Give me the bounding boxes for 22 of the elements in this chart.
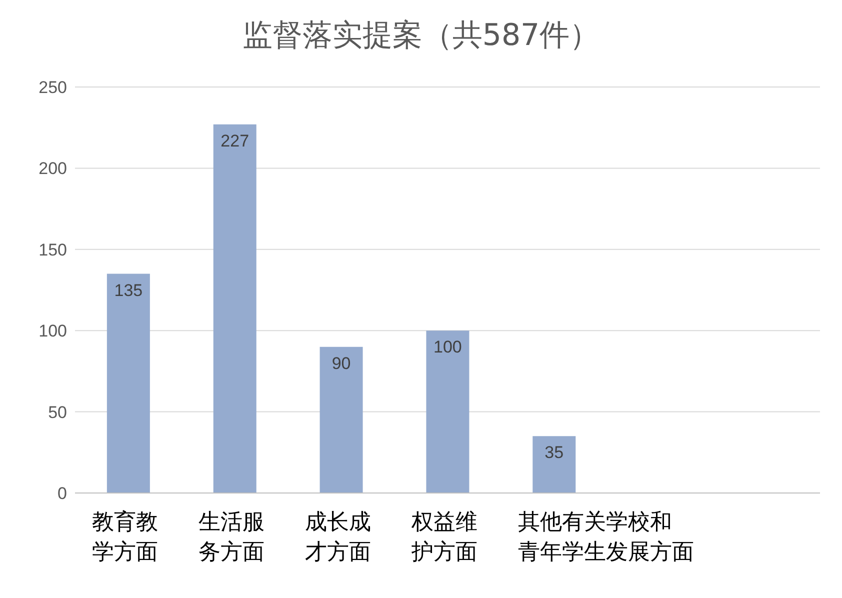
x-tick-label: 其他有关学校和青年学生发展方面 bbox=[518, 510, 694, 565]
data-label: 227 bbox=[220, 131, 250, 150]
y-tick-label: 50 bbox=[48, 402, 67, 422]
y-tick-label: 200 bbox=[38, 159, 67, 178]
data-label: 90 bbox=[332, 354, 351, 373]
chart-title: 监督落实提案（共587件） bbox=[241, 17, 601, 55]
bar bbox=[106, 274, 150, 493]
y-tick-label: 150 bbox=[38, 240, 67, 260]
bar bbox=[213, 124, 256, 493]
x-tick-label: 生活服务方面 bbox=[198, 510, 265, 565]
y-tick-label: 100 bbox=[38, 322, 67, 341]
x-tick-label: 教育教学方面 bbox=[92, 509, 158, 565]
data-label: 35 bbox=[544, 443, 564, 462]
y-tick-label: 0 bbox=[58, 484, 67, 504]
bar bbox=[320, 346, 363, 493]
x-tick-label: 权益维护方面 bbox=[410, 510, 478, 565]
bar bbox=[426, 330, 470, 493]
data-label: 135 bbox=[114, 280, 143, 300]
x-tick-label: 成长成才方面 bbox=[305, 510, 372, 565]
data-label: 100 bbox=[434, 338, 462, 357]
bar bbox=[532, 436, 576, 493]
y-tick-label: 250 bbox=[38, 78, 67, 98]
